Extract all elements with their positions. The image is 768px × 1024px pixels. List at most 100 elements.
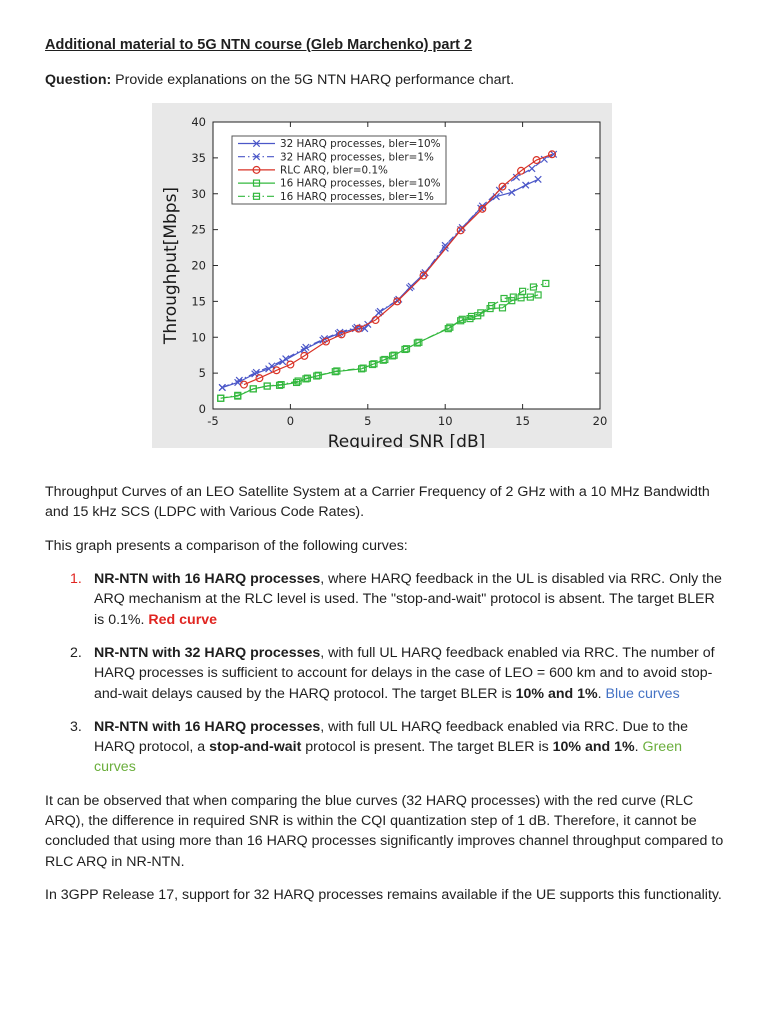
text-segment: NR-NTN with 16 HARQ processes [94, 718, 321, 735]
square-marker [498, 304, 507, 312]
circle-marker [548, 150, 557, 159]
closing-paragraph-2: In 3GPP Release 17, support for 32 HARQ … [45, 886, 722, 903]
list-item-text: NR-NTN with 32 HARQ processes, with full… [94, 643, 724, 704]
y-tick-label: 15 [191, 295, 206, 309]
x-axis-label: Required SNR [dB] [328, 432, 486, 448]
square-marker [302, 375, 310, 383]
circle-marker [532, 156, 541, 165]
legend-label: RLC ARQ, bler=0.1% [280, 165, 388, 177]
square-marker [477, 309, 485, 317]
legend-label: 32 HARQ processes, bler=1% [280, 151, 434, 163]
plot-frame [212, 121, 601, 410]
text-segment: . [597, 685, 606, 702]
curve-color-reference: Green curves [94, 739, 682, 776]
list-item-1: 1. NR-NTN with 16 HARQ processes, where H… [45, 569, 724, 630]
list-number: 2. [70, 644, 82, 661]
legend-label: 16 HARQ processes, bler=1% [280, 191, 434, 203]
x-marker [534, 175, 542, 184]
square-marker [333, 367, 341, 375]
square-marker [381, 356, 389, 364]
y-axis-label: Throughput[Mbps] [161, 187, 181, 345]
x-marker [522, 181, 530, 189]
square-marker [368, 361, 377, 369]
circle-marker [371, 316, 380, 325]
square-marker [275, 381, 284, 390]
square-marker [542, 279, 550, 288]
x-tick-label: 20 [593, 414, 608, 428]
text-segment: stop-and-wait [209, 739, 302, 756]
square-marker [359, 364, 367, 372]
square-marker [252, 179, 261, 187]
series-line [222, 153, 554, 389]
list-number: 1. [70, 571, 82, 588]
circle-marker [322, 337, 331, 346]
y-tick-label: 35 [191, 151, 206, 165]
text-segment: , with full UL HARQ feedback enabled via… [94, 718, 689, 756]
curve-list: 1. NR-NTN with 16 HARQ processes, where H… [45, 569, 724, 778]
circle-marker [300, 352, 309, 361]
square-marker [519, 287, 527, 296]
x-marker [512, 173, 521, 182]
y-tick-label: 10 [191, 330, 206, 344]
square-marker [303, 374, 312, 382]
square-marker [488, 302, 496, 310]
y-tick-label: 40 [191, 115, 206, 129]
circle-marker [419, 271, 428, 280]
circle-marker [286, 360, 295, 369]
curve-color-reference: Red curve [148, 611, 218, 628]
x-marker [407, 282, 415, 291]
square-marker [457, 317, 465, 325]
series-line [220, 282, 546, 399]
intro-paragraph: This graph presents a comparison of the … [45, 537, 408, 554]
circle-marker [239, 380, 248, 389]
x-tick-label: 0 [287, 414, 294, 428]
circle-marker [456, 226, 465, 235]
series-line [243, 153, 553, 386]
x-marker [540, 155, 548, 164]
square-marker [526, 293, 534, 301]
square-marker [331, 368, 339, 376]
x-marker [252, 140, 261, 148]
x-marker [282, 355, 290, 363]
list-item-2: 2. NR-NTN with 32 HARQ processes, with fu… [45, 643, 724, 704]
square-marker [277, 381, 285, 389]
square-marker [313, 372, 321, 380]
square-marker [467, 312, 476, 321]
square-marker [379, 356, 387, 364]
square-marker [415, 338, 423, 347]
square-marker [509, 293, 517, 301]
y-tick-label: 20 [191, 259, 206, 273]
x-marker [528, 165, 536, 173]
square-marker [249, 385, 257, 393]
x-tick-label: 5 [364, 414, 371, 428]
legend-label: 16 HARQ processes, bler=10% [280, 178, 441, 190]
text-segment: , with full UL HARQ feedback enabled via… [94, 644, 715, 702]
curve-color-reference: Blue curves [605, 685, 680, 702]
square-marker [458, 315, 466, 324]
list-item-text: NR-NTN with 16 HARQ processes, with full… [94, 717, 724, 778]
circle-marker [478, 204, 487, 213]
square-marker [401, 345, 409, 354]
square-marker [370, 360, 378, 368]
x-tick-label: 10 [438, 414, 453, 428]
x-marker [252, 153, 261, 161]
x-marker [508, 188, 516, 197]
text-segment: NR-NTN with 16 HARQ processes [94, 571, 321, 588]
chart-legend: 32 HARQ processes, bler=10%32 HARQ proce… [231, 135, 447, 205]
series-3 [239, 150, 557, 389]
question-text: Provide explanations on the 5G NTN HARQ … [111, 71, 515, 88]
circle-marker [517, 166, 526, 175]
document-title: Additional material to 5G NTN course (Gl… [45, 37, 473, 53]
square-marker [294, 377, 302, 385]
x-tick-label: 15 [515, 414, 530, 428]
square-marker [444, 325, 452, 333]
circle-marker [498, 182, 507, 191]
x-marker [492, 193, 500, 201]
square-marker [466, 315, 474, 323]
document-page: Additional material to 5G NTN course (Gl… [45, 37, 724, 903]
series-5 [217, 279, 550, 402]
square-marker [314, 371, 322, 380]
chart-caption: Throughput Curves of an LEO Satellite Sy… [45, 484, 710, 521]
circle-marker [337, 330, 346, 339]
